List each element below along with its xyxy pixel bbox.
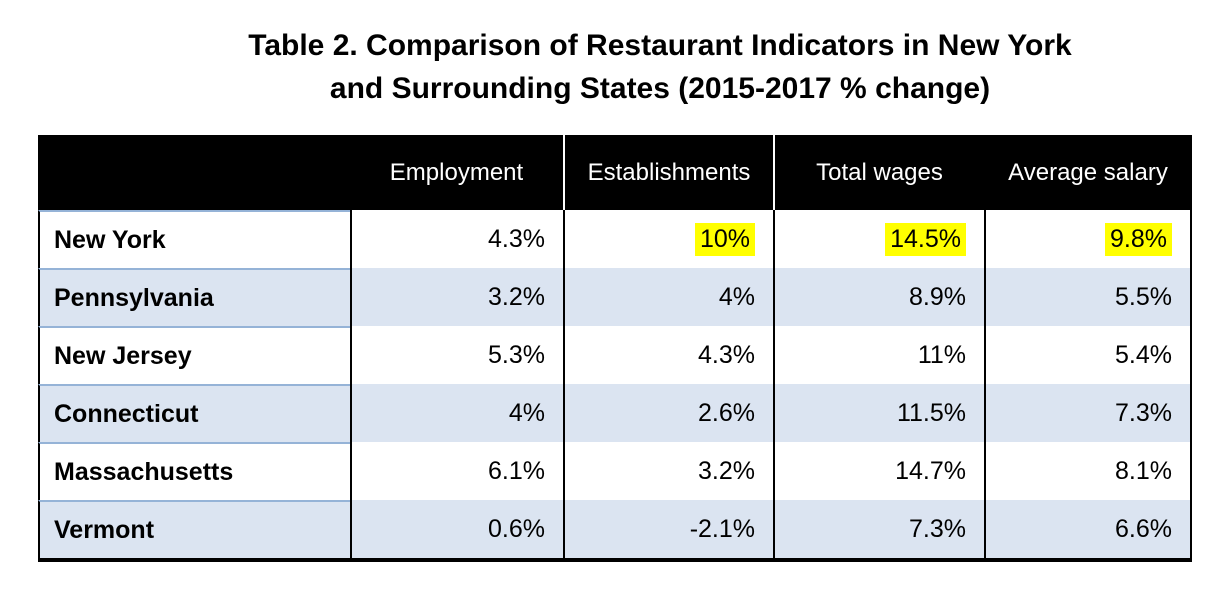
header-cell-employment: Employment <box>389 158 524 186</box>
value: 4.3% <box>698 340 755 369</box>
employment-value-cell: 6.1% <box>350 442 563 500</box>
value: 11.5% <box>896 398 966 427</box>
total-wages-value-cell: 11.5% <box>773 384 984 442</box>
state-name-cell: Pennsylvania <box>38 268 350 326</box>
state-name-cell: Connecticut <box>38 384 350 442</box>
value: 14.7% <box>895 456 966 485</box>
value: 5.3% <box>488 340 545 369</box>
state-name: Vermont <box>54 515 155 544</box>
state-name: New Jersey <box>54 341 192 370</box>
value: 5.5% <box>1115 282 1172 311</box>
value: 5.4% <box>1115 340 1172 369</box>
value: 0.6% <box>488 514 545 543</box>
establishments-value-cell: 2.6% <box>563 384 773 442</box>
table-title-line2: and Surrounding States (2015-2017 % chan… <box>329 72 991 105</box>
table-title: Table 2. Comparison of Restaurant Indica… <box>92 24 1228 110</box>
highlighted-value: 9.8% <box>1105 222 1172 256</box>
establishments-value-cell: 3.2% <box>563 442 773 500</box>
employment-value-cell: 0.6% <box>350 500 563 558</box>
value: 4% <box>718 282 755 311</box>
value: 4% <box>508 398 545 427</box>
state-name-cell: Massachusetts <box>38 442 350 500</box>
state-name: New York <box>54 225 166 254</box>
state-name-cell: Vermont <box>38 500 350 558</box>
value: 7.3% <box>909 514 966 543</box>
employment-value-cell: 5.3% <box>350 326 563 384</box>
total-wages-value-cell: 8.9% <box>773 268 984 326</box>
employment-value-cell: 3.2% <box>350 268 563 326</box>
value: 7.3% <box>1115 398 1172 427</box>
state-name: Pennsylvania <box>54 283 214 312</box>
table-row-vermont: Vermont 0.6% -2.1% 7.3% 6.6% <box>38 500 1192 558</box>
establishments-value-cell: 4% <box>563 268 773 326</box>
total-wages-value-cell: 7.3% <box>773 500 984 558</box>
value: -2.1% <box>689 514 755 543</box>
state-name-cell: New Jersey <box>38 326 350 384</box>
header-cell-state <box>38 135 350 210</box>
value: 6.6% <box>1115 514 1172 543</box>
header-cell-total-wages: Total wages <box>773 135 984 210</box>
value: 2.6% <box>698 398 755 427</box>
average-salary-value-cell: 7.3% <box>984 384 1192 442</box>
average-salary-value-cell: 6.6% <box>984 500 1192 558</box>
value: 4.3% <box>488 224 545 253</box>
average-salary-value-cell: 9.8% <box>984 210 1192 268</box>
header-cell-establishments: Establishments <box>563 135 773 210</box>
average-salary-value-cell: 5.4% <box>984 326 1192 384</box>
highlighted-value: 10% <box>694 222 755 256</box>
establishments-value-cell: 4.3% <box>563 326 773 384</box>
establishments-value-cell: 10% <box>563 210 773 268</box>
state-name-cell: New York <box>38 210 350 268</box>
value: 3.2% <box>488 282 545 311</box>
table-row-new-york: New York 4.3% 10% 14.5% 9.8% <box>38 210 1192 268</box>
total-wages-value-cell: 14.5% <box>773 210 984 268</box>
employment-value-cell: 4.3% <box>350 210 563 268</box>
comparison-table: Employment Establishments Total wages Av… <box>38 135 1192 562</box>
table-row-new-jersey: New Jersey 5.3% 4.3% 11% 5.4% <box>38 326 1192 384</box>
header-cell-average-salary: Average salary <box>1008 158 1168 186</box>
state-name: Connecticut <box>54 399 199 428</box>
value: 3.2% <box>698 456 755 485</box>
value: 11% <box>917 340 966 369</box>
table-row-pennsylvania: Pennsylvania 3.2% 4% 8.9% 5.5% <box>38 268 1192 326</box>
table-row-massachusetts: Massachusetts 6.1% 3.2% 14.7% 8.1% <box>38 442 1192 500</box>
table-title-line1: Table 2. Comparison of Restaurant Indica… <box>248 29 1072 62</box>
establishments-value-cell: -2.1% <box>563 500 773 558</box>
employment-value-cell: 4% <box>350 384 563 442</box>
value: 8.1% <box>1115 456 1172 485</box>
value: 6.1% <box>488 456 545 485</box>
total-wages-value-cell: 14.7% <box>773 442 984 500</box>
table-row-connecticut: Connecticut 4% 2.6% 11.5% 7.3% <box>38 384 1192 442</box>
state-name: Massachusetts <box>54 457 234 486</box>
average-salary-value-cell: 5.5% <box>984 268 1192 326</box>
value: 8.9% <box>909 282 966 311</box>
table-header-row: Employment Establishments Total wages Av… <box>38 135 1192 210</box>
average-salary-value-cell: 8.1% <box>984 442 1192 500</box>
highlighted-value: 14.5% <box>885 222 966 256</box>
total-wages-value-cell: 11% <box>773 326 984 384</box>
